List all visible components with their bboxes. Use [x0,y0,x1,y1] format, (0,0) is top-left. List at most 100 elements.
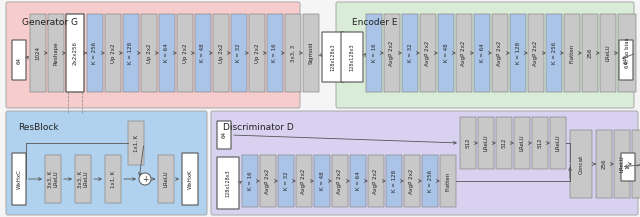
FancyBboxPatch shape [217,157,239,209]
FancyBboxPatch shape [303,14,319,92]
FancyBboxPatch shape [12,153,26,205]
FancyBboxPatch shape [420,14,436,92]
FancyBboxPatch shape [195,14,211,92]
FancyBboxPatch shape [384,14,400,92]
FancyBboxPatch shape [528,14,544,92]
Text: 128x128x3: 128x128x3 [349,43,355,71]
Text: Flatten: Flatten [570,43,575,63]
Text: 1: 1 [637,162,640,166]
Text: K = 48: K = 48 [319,172,324,190]
Text: AvgP 2x2: AvgP 2x2 [266,168,271,194]
FancyBboxPatch shape [12,40,26,80]
FancyBboxPatch shape [249,14,265,92]
Text: 1: 1 [625,165,630,169]
FancyBboxPatch shape [182,153,198,205]
FancyBboxPatch shape [402,14,418,92]
FancyBboxPatch shape [341,32,363,82]
FancyBboxPatch shape [632,130,640,198]
FancyBboxPatch shape [217,121,231,149]
Text: AvgP 2x2: AvgP 2x2 [410,168,415,194]
Text: K = 16: K = 16 [273,44,278,62]
FancyBboxPatch shape [322,32,344,82]
Text: K = 32: K = 32 [237,44,241,62]
FancyBboxPatch shape [532,117,548,169]
FancyBboxPatch shape [332,155,348,207]
FancyBboxPatch shape [368,155,384,207]
Text: LReLU: LReLU [620,156,625,172]
Text: K = 128: K = 128 [515,42,520,64]
FancyBboxPatch shape [618,14,636,92]
Text: 3x3, 3: 3x3, 3 [291,44,296,62]
Text: 512: 512 [538,138,543,148]
Text: K = 256: K = 256 [93,42,97,64]
Text: AvgP 2x2: AvgP 2x2 [337,168,342,194]
Text: K = 64: K = 64 [479,44,484,62]
FancyBboxPatch shape [474,14,490,92]
Text: Up 2x2: Up 2x2 [218,43,223,63]
FancyBboxPatch shape [404,155,420,207]
Text: 256: 256 [602,159,607,169]
FancyBboxPatch shape [550,117,566,169]
Text: Concat: Concat [579,154,584,174]
Text: Generator G: Generator G [22,18,78,27]
FancyBboxPatch shape [546,14,562,92]
FancyBboxPatch shape [386,155,402,207]
FancyBboxPatch shape [45,155,61,203]
Text: 256: 256 [588,48,593,58]
Text: Encoder E: Encoder E [352,18,397,27]
FancyBboxPatch shape [87,14,103,92]
FancyBboxPatch shape [75,155,91,203]
Text: K = 256: K = 256 [428,170,433,192]
FancyBboxPatch shape [510,14,526,92]
FancyBboxPatch shape [422,155,438,207]
FancyBboxPatch shape [211,111,638,215]
FancyBboxPatch shape [285,14,301,92]
Text: K = 32: K = 32 [408,44,413,62]
FancyBboxPatch shape [350,155,366,207]
FancyBboxPatch shape [141,14,157,92]
Text: ResBlock: ResBlock [18,123,59,132]
FancyBboxPatch shape [614,130,630,198]
Text: K = 48: K = 48 [444,44,449,62]
FancyBboxPatch shape [66,14,84,92]
FancyBboxPatch shape [159,14,175,92]
FancyBboxPatch shape [366,14,382,92]
FancyBboxPatch shape [278,155,294,207]
Text: K = 128: K = 128 [392,170,397,192]
FancyBboxPatch shape [514,117,530,169]
FancyBboxPatch shape [6,2,300,108]
Text: LReLU: LReLU [520,135,525,151]
FancyBboxPatch shape [438,14,454,92]
FancyBboxPatch shape [460,117,476,169]
Text: 2x2x256: 2x2x256 [72,41,77,65]
FancyBboxPatch shape [496,117,512,169]
Text: AvgP 2x2: AvgP 2x2 [426,40,431,66]
Text: Up 2x2: Up 2x2 [147,43,152,63]
FancyBboxPatch shape [105,14,121,92]
Text: Up 2x2: Up 2x2 [111,43,115,63]
Text: Sigmoid: Sigmoid [308,42,314,64]
FancyBboxPatch shape [231,14,247,92]
Text: 64: 64 [17,56,22,64]
FancyBboxPatch shape [30,14,46,92]
Text: AvgP 2x2: AvgP 2x2 [301,168,307,194]
Text: Up 2x2: Up 2x2 [182,43,188,63]
Text: Flatten: Flatten [445,171,451,191]
Text: WxHxC: WxHxC [17,169,22,189]
FancyBboxPatch shape [314,155,330,207]
Text: AvgP 2x2: AvgP 2x2 [390,40,394,66]
Text: 128x128x3: 128x128x3 [330,43,335,71]
Text: K = 64: K = 64 [164,44,170,62]
Text: AvgP 2x2: AvgP 2x2 [534,40,538,66]
FancyBboxPatch shape [123,14,139,92]
Text: 512: 512 [465,138,470,148]
FancyBboxPatch shape [267,14,283,92]
Text: AvgP 2x2: AvgP 2x2 [374,168,378,194]
FancyBboxPatch shape [260,155,276,207]
FancyBboxPatch shape [564,14,580,92]
Text: LReLU: LReLU [483,135,488,151]
FancyBboxPatch shape [158,155,174,203]
FancyBboxPatch shape [596,130,612,198]
FancyBboxPatch shape [213,14,229,92]
Text: 1024: 1024 [35,46,40,60]
